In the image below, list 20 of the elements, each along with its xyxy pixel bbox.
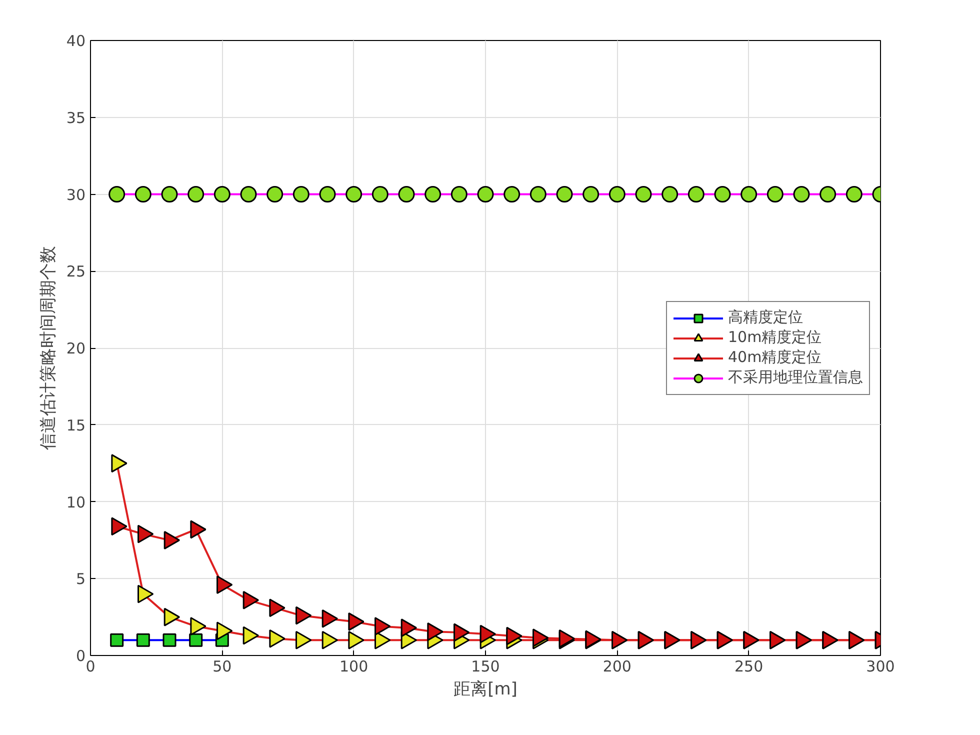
x-axis-title: 距离[m] — [454, 680, 518, 700]
y-axis-title: 信道估计策略时间周期个数 — [38, 246, 58, 450]
x-tick-label: 50 — [212, 658, 232, 676]
legend-label: 10m精度定位 — [728, 328, 822, 347]
x-tick-label: 100 — [340, 658, 368, 676]
legend-label: 40m精度定位 — [728, 348, 822, 367]
y-tick-label: 30 — [66, 186, 86, 204]
x-tick-label: 250 — [734, 658, 764, 676]
legend-label: 高精度定位 — [728, 308, 803, 327]
x-tick-label: 150 — [471, 658, 500, 676]
y-tick-label: 20 — [66, 340, 86, 358]
legend-label: 不采用地理位置信息 — [728, 368, 863, 387]
y-tick-label: 5 — [76, 570, 86, 588]
y-tick-label: 35 — [66, 108, 86, 127]
y-tick-label: 25 — [66, 262, 86, 281]
x-tick-label: 300 — [866, 658, 895, 676]
x-tick-label: 200 — [602, 658, 632, 676]
y-tick-label: 10 — [66, 493, 86, 512]
y-tick-label: 40 — [66, 32, 86, 50]
y-tick-label: 15 — [66, 416, 86, 434]
